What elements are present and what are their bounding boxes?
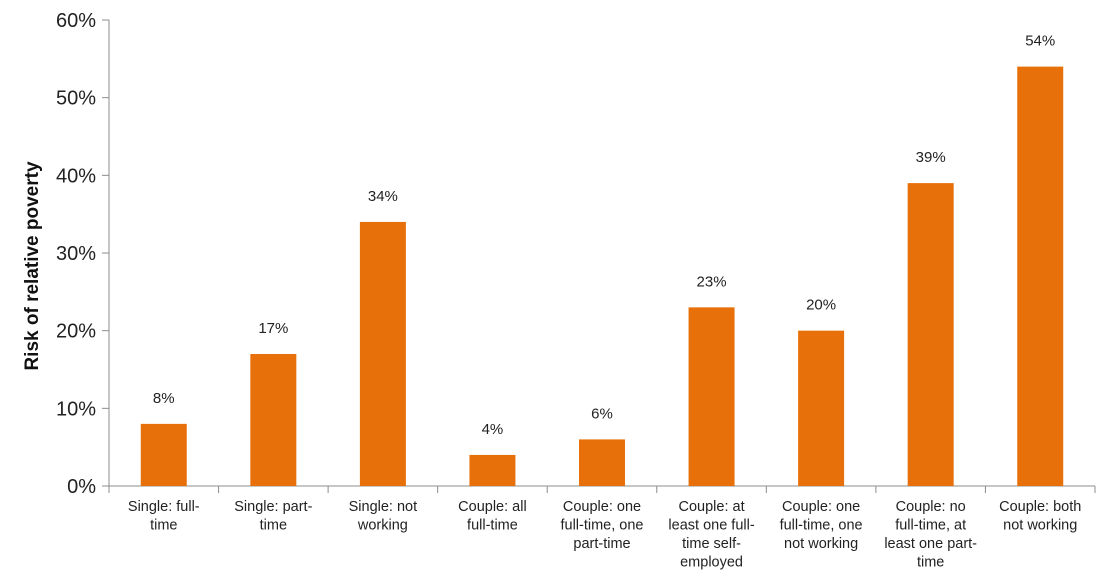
x-category-label-line: time — [260, 518, 287, 534]
data-label: 8% — [153, 390, 175, 407]
x-category-label-line: time — [917, 555, 944, 571]
y-tick-label: 10% — [56, 398, 96, 420]
bar — [1017, 66, 1064, 486]
x-category-label: Couple: both not working — [999, 499, 1081, 534]
bar — [140, 423, 187, 486]
x-category-label: Couple: all full-time — [458, 499, 527, 534]
x-category-label-line: full-time, one — [560, 518, 643, 534]
x-category-label: Single: part-time — [234, 499, 312, 534]
x-category-label-line: full-time, at — [895, 518, 966, 534]
y-tick-label: 40% — [56, 165, 96, 187]
data-label: 6% — [591, 405, 613, 422]
bar — [688, 307, 735, 486]
x-category-label-line: Couple: both — [999, 499, 1081, 515]
x-category-label-line: working — [357, 518, 408, 534]
x-category-label: Single: full-time — [128, 499, 200, 534]
y-axis-title: Risk of relative poverty — [22, 161, 43, 371]
x-category-label: Couple: no full-time, at least one part-ti… — [884, 499, 977, 571]
data-label: 23% — [697, 273, 727, 290]
bar — [798, 330, 845, 486]
bar — [907, 183, 954, 486]
x-category-label-line: time — [150, 518, 177, 534]
x-category-label-line: Single: not — [349, 499, 418, 515]
data-label: 4% — [482, 421, 504, 438]
x-category-label-line: Single: full- — [128, 499, 200, 515]
x-category-label-line: Couple: all — [458, 499, 527, 515]
bar — [469, 454, 516, 486]
x-category-label-line: time self- — [682, 536, 741, 552]
bar — [359, 221, 406, 486]
y-tick-label: 20% — [56, 321, 96, 343]
data-label: 34% — [368, 188, 398, 205]
data-label: 54% — [1025, 33, 1055, 50]
y-tick-label: 50% — [56, 88, 96, 110]
x-category-label-line: Couple: one — [563, 499, 641, 515]
bar — [250, 353, 297, 486]
x-category-label-line: Couple: at — [679, 499, 745, 515]
bar — [579, 439, 625, 486]
data-label: 39% — [916, 149, 946, 166]
x-category-label: Couple: at least one full-time self-emplo… — [668, 499, 754, 571]
x-category-label-line: not working — [1003, 518, 1077, 534]
y-tick-label: 0% — [67, 476, 96, 498]
x-category-label-line: least one full- — [668, 518, 754, 534]
y-tick-label: 60% — [56, 10, 96, 32]
x-category-label-line: full-time — [467, 518, 518, 534]
x-category-label-line: Couple: one — [782, 499, 860, 515]
y-tick-label: 30% — [56, 243, 96, 265]
x-category-label-line: Couple: no — [896, 499, 966, 515]
x-category-label-line: not working — [784, 536, 858, 552]
x-category-label: Couple: one full-time, one part-time — [560, 499, 643, 552]
x-category-label-line: Single: part- — [234, 499, 312, 515]
x-category-label-line: part-time — [573, 536, 630, 552]
data-label: 20% — [806, 297, 836, 314]
data-labels: 8% 17% 34% 4% 6% 23% 20% 39% 54% — [153, 33, 1055, 438]
bars — [140, 66, 1064, 486]
x-category-label: Couple: one full-time, one not working — [780, 499, 863, 552]
x-category-label-line: employed — [680, 555, 743, 571]
x-category-label-line: full-time, one — [780, 518, 863, 534]
x-category-label: Single: not working — [349, 499, 418, 534]
data-label: 17% — [258, 320, 288, 337]
x-category-label-line: least one part- — [884, 536, 977, 552]
y-axis-ticks: 0% 10% 20% 30% 40% 50% 60% — [56, 10, 109, 498]
